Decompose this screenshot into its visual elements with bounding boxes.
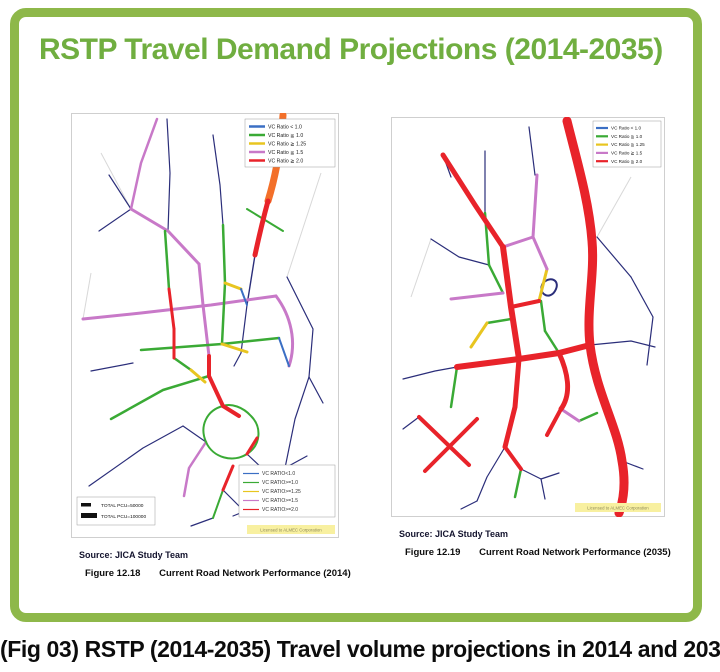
pcu-label: TOTAL PCU=50000 <box>101 503 144 509</box>
vc-box-label: VC RATIO>=1.5 <box>262 498 298 504</box>
road-map-2014: VC Ratio < 1.0 VC Ratio ≧ 1.0 VC Ratio ≧… <box>71 113 339 538</box>
figure-number-2014: Figure 12.18 <box>85 568 141 579</box>
figure-title-2014: Current Road Network Performance (2014) <box>159 568 351 579</box>
vc-ratio-box-2014: VC RATIO<1.0 VC RATIO>=1.0 VC RATIO>=1.2… <box>238 464 336 518</box>
boundary-lines <box>82 152 322 320</box>
vc-box-label: VC RATIO>=1.0 <box>262 480 298 486</box>
pcu-bar-50000 <box>81 503 91 507</box>
page-title: RSTP Travel Demand Projections (2014-203… <box>39 33 663 66</box>
legend-label: VC Ratio ≧ 1.5 <box>268 150 303 156</box>
license-text: Licensed to ALMEC Corporation <box>587 505 649 510</box>
source-note-2014: Source: JICA Study Team <box>79 550 189 560</box>
legend-label: VC Ratio < 1.0 <box>268 124 302 130</box>
map-panel-2014: VC Ratio < 1.0 VC Ratio ≧ 1.0 VC Ratio ≧… <box>71 113 351 579</box>
legend-label: VC Ratio < 1.0 <box>611 126 641 131</box>
legend-label: VC Ratio ≧ 1.25 <box>268 141 306 147</box>
vc-ratio-legend-2014: VC Ratio < 1.0 VC Ratio ≧ 1.0 VC Ratio ≧… <box>244 118 336 168</box>
legend-label: VC Ratio ≧ 1.0 <box>611 134 643 139</box>
legend-label: VC Ratio ≧ 1.25 <box>611 142 645 147</box>
legend-label: VC Ratio ≧ 1.0 <box>268 133 303 139</box>
vc-box-label: VC RATIO>=2.0 <box>262 507 298 513</box>
legend-label: VC Ratio ≧ 2.0 <box>611 159 643 164</box>
vc-ratio-legend-2035: VC Ratio < 1.0 VC Ratio ≧ 1.0 VC Ratio ≧… <box>592 120 662 168</box>
boundary-lines <box>410 176 632 298</box>
pcu-bar-100000 <box>81 513 97 518</box>
legend-label: VC Ratio ≧ 1.5 <box>611 151 643 156</box>
license-strip-2035: Licensed to ALMEC Corporation <box>575 503 661 512</box>
road-network <box>402 117 656 517</box>
figure-title-2035: Current Road Network Performance (2035) <box>479 547 671 558</box>
figure-number-2035: Figure 12.19 <box>405 547 461 558</box>
road-network <box>81 113 324 527</box>
pcu-label: TOTAL PCU=100000 <box>101 514 146 520</box>
legend-label: VC Ratio ≧ 2.0 <box>268 158 303 164</box>
green-frame: RSTP Travel Demand Projections (2014-203… <box>10 8 702 622</box>
license-text: Licensed to ALMEC Corporation <box>260 527 322 532</box>
source-note-2035: Source: JICA Study Team <box>399 529 509 539</box>
figure-caption-2035: Figure 12.19 Current Road Network Perfor… <box>405 547 671 558</box>
pcu-legend-box: TOTAL PCU=50000 TOTAL PCU=100000 <box>76 496 156 526</box>
bottom-caption: (Fig 03) RSTP (2014-2035) Travel volume … <box>0 636 720 662</box>
vc-box-label: VC RATIO>=1.25 <box>262 489 301 495</box>
figure-caption-2014: Figure 12.18 Current Road Network Perfor… <box>85 568 351 579</box>
vc-box-label: VC RATIO<1.0 <box>262 471 295 477</box>
license-strip-2014: Licensed to ALMEC Corporation <box>247 525 335 534</box>
map-panel-2035: VC Ratio < 1.0 VC Ratio ≧ 1.0 VC Ratio ≧… <box>391 117 671 558</box>
road-map-2035: VC Ratio < 1.0 VC Ratio ≧ 1.0 VC Ratio ≧… <box>391 117 665 517</box>
